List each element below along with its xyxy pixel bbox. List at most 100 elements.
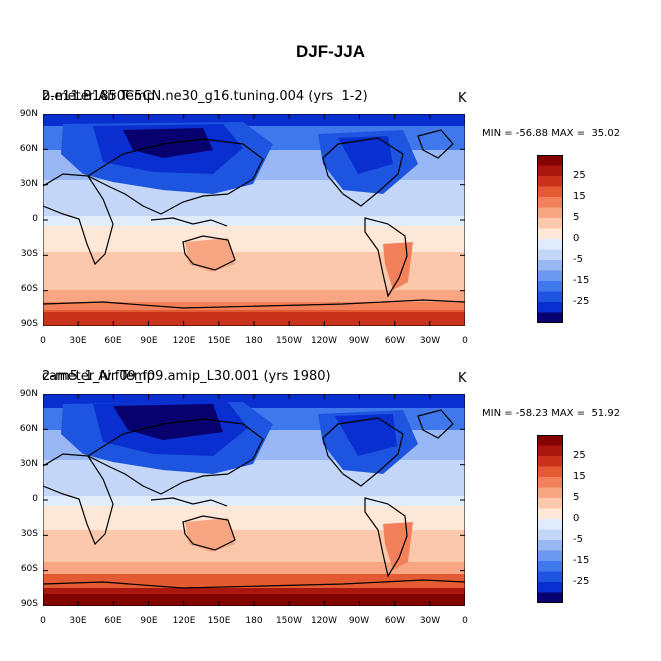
panel1-xtick: 180: [245, 336, 263, 346]
panel1-xtick: 0: [40, 336, 46, 346]
panel2-unit: K: [458, 371, 467, 386]
panel2-xtick: 0: [40, 616, 46, 626]
panel1-cbar-label: 25: [573, 170, 586, 181]
panel2-xtick: 120W: [310, 616, 338, 626]
panel2-ytick: 30S: [20, 529, 38, 539]
panel2-colorbar: [537, 435, 563, 603]
colorbar-swatch: [537, 249, 563, 261]
panel1-xtick: 120E: [172, 336, 196, 346]
panel2-xtick: 90E: [140, 616, 158, 626]
panel1-map: [43, 114, 465, 326]
colorbar-swatch: [537, 260, 563, 271]
panel2-minmax: MIN = -58.23 MAX = 51.92: [482, 408, 621, 419]
panel1-cbar-label: -25: [573, 296, 590, 307]
panel1-ytick: 90N: [19, 109, 38, 119]
colorbar-swatch: [537, 176, 563, 187]
panel2-cbar-label: 5: [573, 492, 580, 503]
panel1-cbar-label: 0: [573, 233, 580, 244]
panel1-xtick: 30E: [69, 336, 87, 346]
colorbar-swatch: [537, 540, 563, 551]
panel1-ytick: 0: [32, 214, 38, 224]
panel2-map: [43, 394, 465, 606]
colorbar-swatch: [537, 498, 563, 509]
colorbar-swatch: [537, 218, 563, 229]
colorbar-swatch: [537, 529, 563, 541]
colorbar-swatch: [537, 270, 563, 282]
colorbar-swatch: [537, 487, 563, 499]
panel2-xtick: 30W: [419, 616, 441, 626]
colorbar-swatch: [537, 519, 563, 530]
panel2-ytick: 90S: [20, 599, 38, 609]
colorbar-swatch: [537, 197, 563, 208]
panel1-xtick: 150E: [207, 336, 231, 346]
colorbar-swatch: [537, 550, 563, 562]
colorbar-swatch: [537, 561, 563, 572]
panel1-xtick: 120W: [310, 336, 338, 346]
panel2-cbar-label: -15: [573, 555, 590, 566]
panel2-xtick: 0: [462, 616, 468, 626]
colorbar-swatch: [537, 477, 563, 488]
panel2-xtick: 60E: [104, 616, 122, 626]
colorbar-swatch: [537, 207, 563, 219]
panel1-unit: K: [458, 91, 467, 106]
panel1-cbar-label: 15: [573, 191, 586, 202]
panel2-cbar-label: 25: [573, 450, 586, 461]
panel2-ytick: 60N: [19, 424, 38, 434]
panel1-case: b.e11.B1850C5CN.ne30_g16.tuning.004 (yrs…: [42, 89, 368, 104]
colorbar-swatch: [537, 435, 563, 446]
panel2-cbar-label: -5: [573, 534, 583, 545]
panel1-ytick: 60N: [19, 144, 38, 154]
panel1-cbar-label: -15: [573, 275, 590, 286]
colorbar-swatch: [537, 592, 563, 603]
panel1-cbar-label: -5: [573, 254, 583, 265]
panel1-ytick: 60S: [20, 284, 38, 294]
panel2-cbar-label: -25: [573, 576, 590, 587]
colorbar-swatch: [537, 466, 563, 478]
panel2-xtick: 180: [245, 616, 263, 626]
colorbar-swatch: [537, 456, 563, 467]
panel1-xtick: 60E: [104, 336, 122, 346]
panel2-xtick: 30E: [69, 616, 87, 626]
colorbar-swatch: [537, 155, 563, 166]
panel2-xtick: 60W: [384, 616, 406, 626]
colorbar-swatch: [537, 571, 563, 583]
colorbar-swatch: [537, 312, 563, 323]
panel2-ytick: 0: [32, 494, 38, 504]
panel1-title: 2-meter Air Temp b.e11.B1850C5CN.ne30_g1…: [42, 89, 368, 134]
panel2-cbar-label: 0: [573, 513, 580, 524]
panel1-ytick: 30N: [19, 179, 38, 189]
panel2-xtick: 90W: [348, 616, 370, 626]
panel1-xtick: 0: [462, 336, 468, 346]
colorbar-swatch: [537, 508, 563, 520]
panel2-ytick: 60S: [20, 564, 38, 574]
colorbar-swatch: [537, 165, 563, 177]
panel1-xtick: 30W: [419, 336, 441, 346]
panel1-xtick: 60W: [384, 336, 406, 346]
panel1-minmax: MIN = -56.88 MAX = 35.02: [482, 128, 621, 139]
colorbar-swatch: [537, 302, 563, 313]
colorbar-swatch: [537, 582, 563, 593]
colorbar-swatch: [537, 281, 563, 292]
panel2-case: cam5_1_fv.f09_f09.amip_L30.001 (yrs 1980…: [42, 369, 331, 384]
panel1-ytick: 90S: [20, 319, 38, 329]
colorbar-frame: [537, 435, 563, 603]
colorbar-swatch: [537, 445, 563, 457]
colorbar-swatch: [537, 239, 563, 250]
panel2-ytick: 90N: [19, 389, 38, 399]
colorbar-swatch: [537, 291, 563, 303]
panel1-colorbar: [537, 155, 563, 323]
colorbar-swatch: [537, 228, 563, 240]
panel1-variable: 2-meter Air Temp: [42, 89, 155, 104]
panel1-xtick: 150W: [275, 336, 303, 346]
panel2-xtick: 150E: [207, 616, 231, 626]
panel1-cbar-label: 5: [573, 212, 580, 223]
colorbar-swatch: [537, 186, 563, 198]
panel2-cbar-label: 15: [573, 471, 586, 482]
panel2-xtick: 120E: [172, 616, 196, 626]
panel2-variable: 2-meter Air Temp: [42, 369, 155, 384]
panel2-xtick: 150W: [275, 616, 303, 626]
panel1-xtick: 90E: [140, 336, 158, 346]
figure-title: DJF-JJA: [296, 42, 365, 61]
panel2-ytick: 30N: [19, 459, 38, 469]
colorbar-frame: [537, 155, 563, 323]
